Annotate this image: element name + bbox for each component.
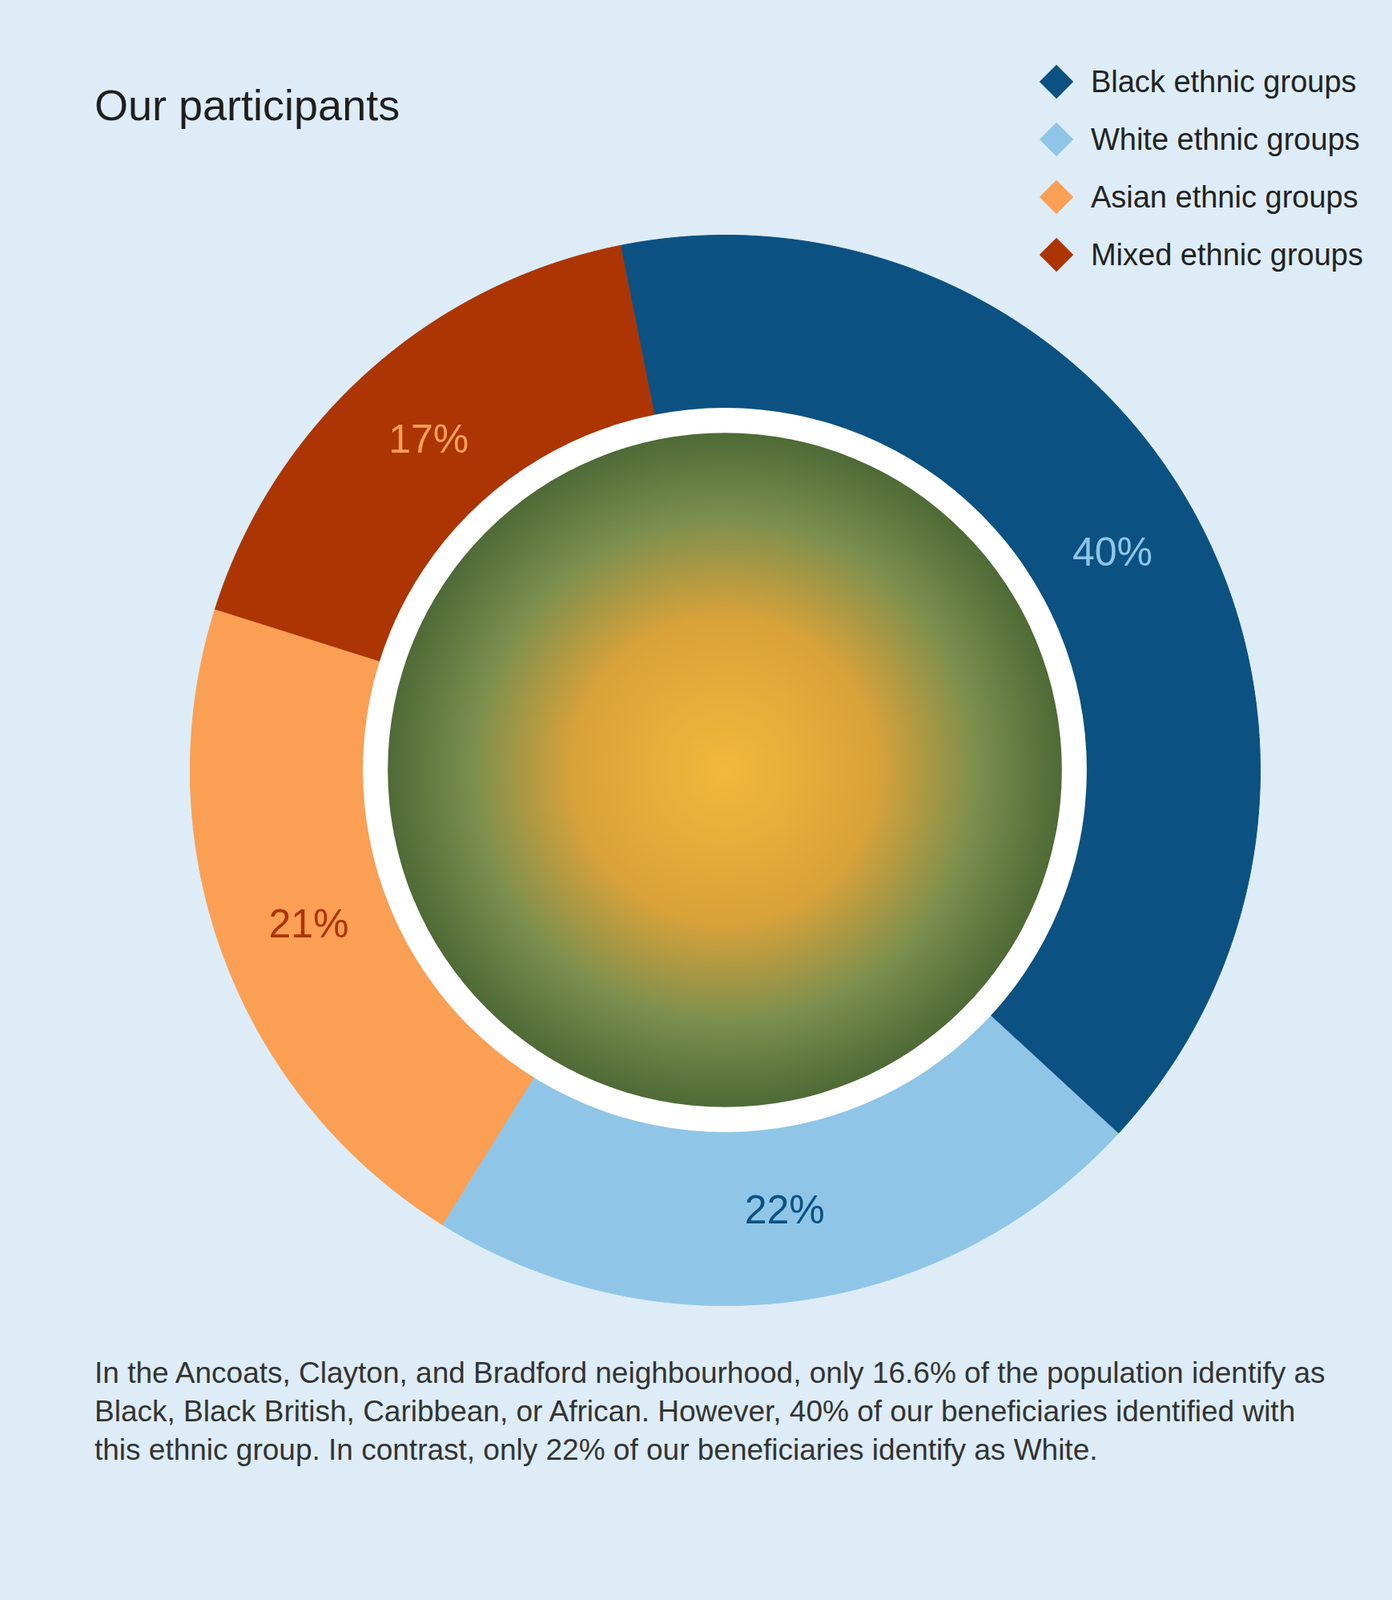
- svg-text:17%: 17%: [388, 416, 469, 462]
- html-text:Asian ethnic groups: Asian ethnic groups: [1090, 179, 1359, 214]
- html-text:Mixed ethnic groups: Mixed ethnic groups: [1090, 237, 1364, 272]
- html-text:Our participants: Our participants: [94, 80, 400, 129]
- html-text:In the Ancoats, Clayton, and B: In the Ancoats, Clayton, and Bradford ne…: [94, 1355, 1326, 1466]
- svg-text:40%: 40%: [1072, 529, 1153, 575]
- svg-text:21%: 21%: [268, 901, 349, 946]
- svg-text:22%: 22%: [744, 1186, 825, 1232]
- html-text:White ethnic groups: White ethnic groups: [1090, 122, 1360, 156]
- html-text:Black ethnic groups: Black ethnic groups: [1090, 64, 1357, 99]
